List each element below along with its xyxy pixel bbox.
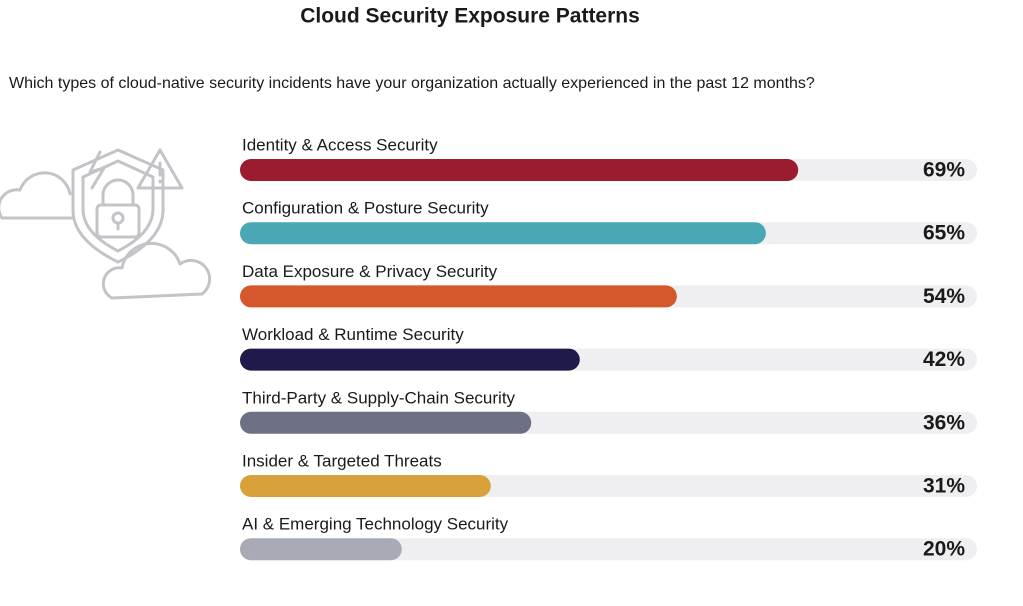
category-label: Data Exposure & Privacy Security [242,262,498,281]
category-label: Configuration & Posture Security [242,199,489,218]
bar-track [240,538,977,561]
bar [240,475,491,497]
category-label: Third-Party & Supply-Chain Security [242,388,516,407]
category-label: AI & Emerging Technology Security [242,515,509,534]
bar [240,411,532,434]
chart-title: Cloud Security Exposure Patterns [300,5,640,28]
bar [240,348,580,371]
bar [240,222,766,245]
value-label: 31% [923,475,965,498]
value-label: 20% [923,538,965,561]
bar [240,538,402,561]
bar [240,285,677,308]
value-label: 42% [923,348,965,371]
category-label: Workload & Runtime Security [242,325,464,344]
value-label: 36% [923,411,965,434]
category-label: Insider & Targeted Threats [242,451,442,470]
chart-subtitle: Which types of cloud-native security inc… [9,75,815,92]
value-label: 69% [923,159,965,182]
value-label: 54% [923,285,965,308]
security-icon [0,148,212,300]
value-label: 65% [923,222,965,245]
bar [240,159,799,181]
category-label: Identity & Access Security [242,135,438,154]
